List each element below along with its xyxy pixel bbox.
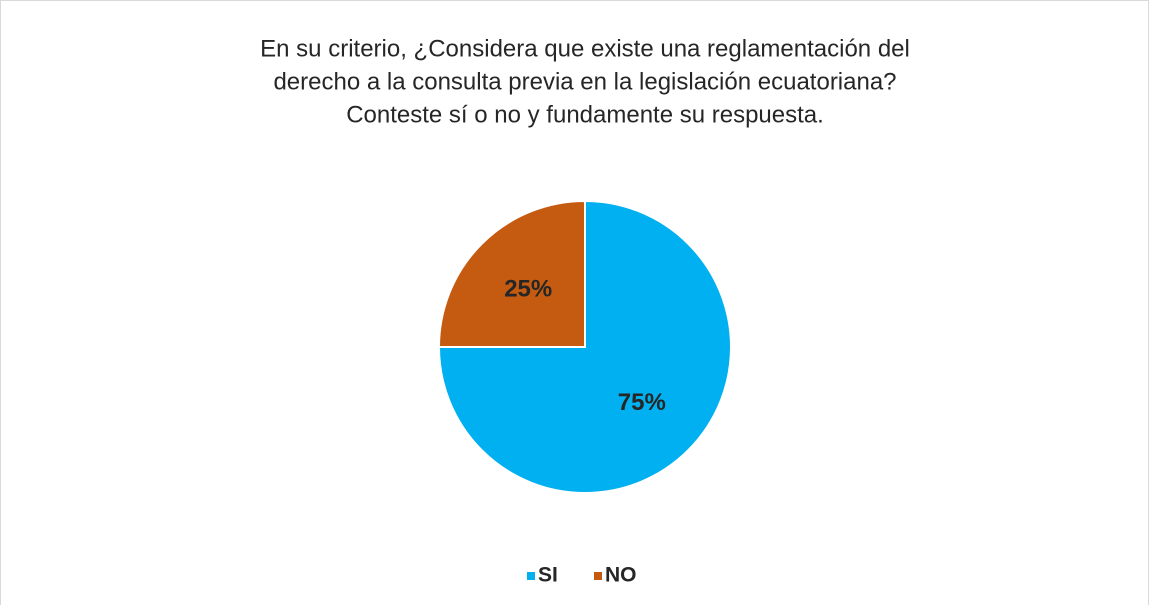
legend-swatch <box>527 572 535 580</box>
pie-slice <box>437 199 586 348</box>
data-label: 75% <box>618 389 666 416</box>
chart-title: En su criterio, ¿Considera que existe un… <box>260 35 910 128</box>
data-label: 25% <box>504 276 552 303</box>
legend-label: SI <box>538 564 558 587</box>
legend-swatch <box>594 572 602 580</box>
title-line: Conteste sí o no y fundamente su respues… <box>346 101 824 128</box>
legend-label: NO <box>605 564 637 587</box>
title-line: En su criterio, ¿Considera que existe un… <box>260 35 910 62</box>
title-line: derecho a la consulta previa en la legis… <box>273 68 896 95</box>
